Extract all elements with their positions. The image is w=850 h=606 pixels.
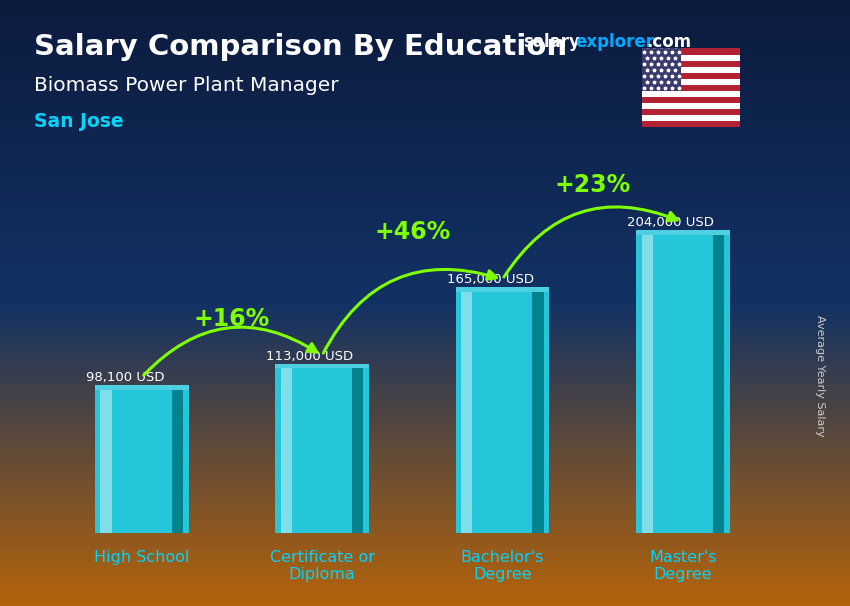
Text: Average Yearly Salary: Average Yearly Salary <box>815 315 825 436</box>
Bar <box>275 364 369 368</box>
Text: San Jose: San Jose <box>34 112 123 131</box>
Bar <box>642 103 740 109</box>
Bar <box>352 368 363 533</box>
Text: +46%: +46% <box>374 220 450 244</box>
Bar <box>95 385 189 390</box>
Bar <box>280 368 292 533</box>
Bar <box>642 235 653 533</box>
Bar <box>95 390 189 533</box>
Bar <box>456 291 549 533</box>
Bar <box>642 67 740 73</box>
Bar <box>642 55 740 61</box>
Bar <box>636 230 729 235</box>
Bar <box>642 79 740 85</box>
Text: Salary Comparison By Education: Salary Comparison By Education <box>34 33 567 61</box>
Bar <box>100 390 111 533</box>
Bar <box>172 390 183 533</box>
Text: 113,000 USD: 113,000 USD <box>266 350 354 362</box>
Text: Biomass Power Plant Manager: Biomass Power Plant Manager <box>34 76 338 95</box>
Text: .com: .com <box>646 33 691 52</box>
Bar <box>642 109 740 115</box>
Bar <box>642 85 740 91</box>
Bar <box>713 235 724 533</box>
Text: +23%: +23% <box>554 173 631 198</box>
Text: salary: salary <box>523 33 580 52</box>
Bar <box>636 235 729 533</box>
Bar <box>642 97 740 103</box>
Bar <box>275 368 369 533</box>
Bar <box>532 291 544 533</box>
Text: explorer: explorer <box>575 33 654 52</box>
Text: 204,000 USD: 204,000 USD <box>627 216 714 229</box>
Bar <box>642 115 740 121</box>
Bar <box>456 287 549 291</box>
Text: 165,000 USD: 165,000 USD <box>446 273 534 287</box>
Bar <box>642 48 740 55</box>
Bar <box>642 121 740 127</box>
Bar <box>642 91 740 97</box>
Bar <box>642 48 681 91</box>
Bar <box>642 73 740 79</box>
Bar <box>462 291 473 533</box>
Text: 98,100 USD: 98,100 USD <box>86 371 164 384</box>
Bar <box>642 61 740 67</box>
Text: +16%: +16% <box>194 307 270 331</box>
